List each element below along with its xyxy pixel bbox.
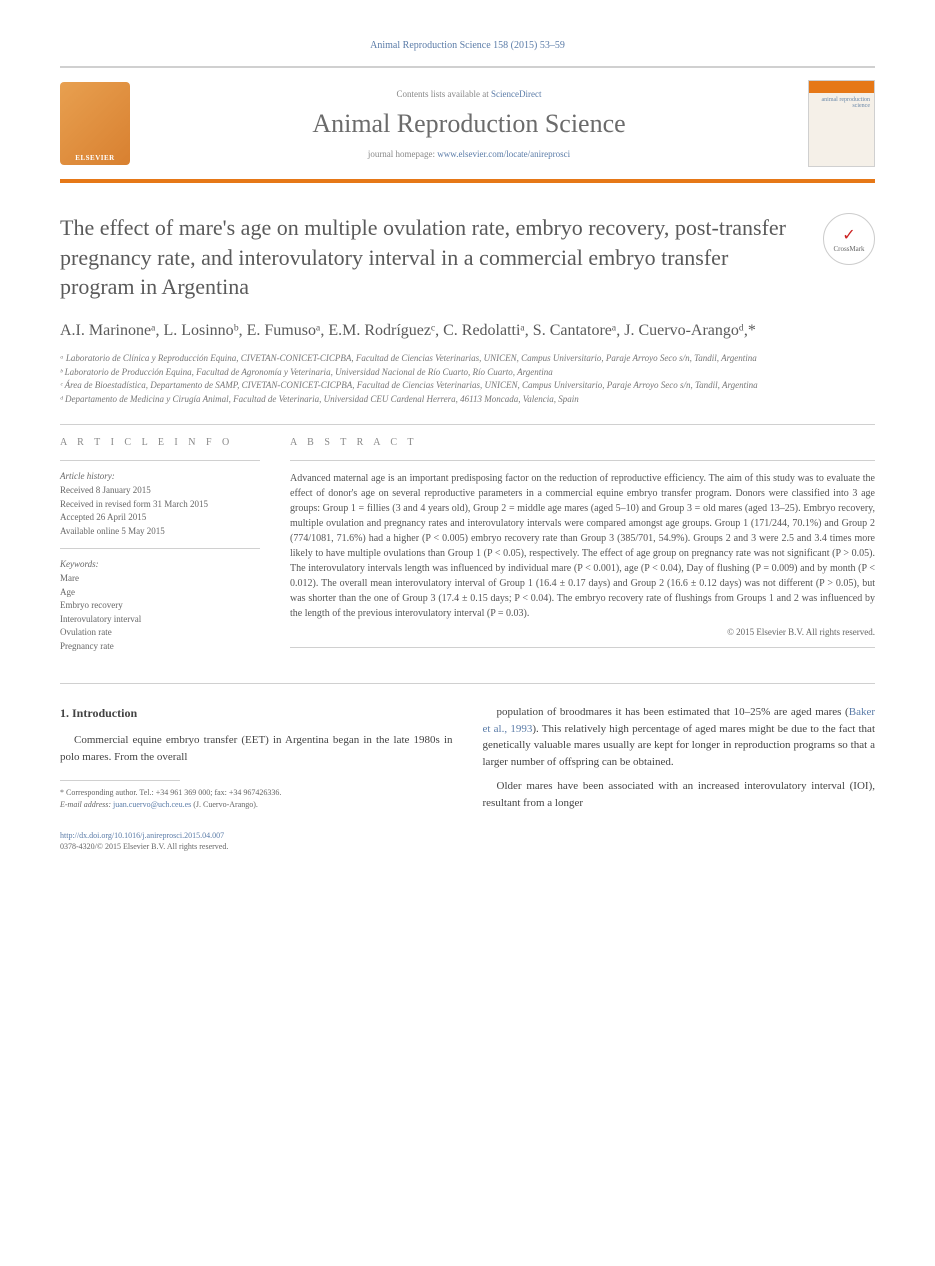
elsevier-logo[interactable]: ELSEVIER: [60, 82, 130, 165]
body-paragraph: population of broodmares it has been est…: [483, 704, 876, 770]
cover-text: animal reproduction science: [809, 97, 870, 109]
keyword-item: Ovulation rate: [60, 626, 260, 640]
crossmark-label: CrossMark: [833, 245, 864, 253]
corresponding-email-line: E-mail address: juan.cuervo@uch.ceu.es (…: [60, 799, 453, 810]
header-citation: Animal Reproduction Science 158 (2015) 5…: [60, 40, 875, 51]
article-info-header: A R T I C L E I N F O: [60, 437, 260, 448]
title-section: The effect of mare's age on multiple ovu…: [60, 213, 875, 302]
corresponding-tel: * Corresponding author. Tel.: +34 961 36…: [60, 787, 453, 798]
body-paragraph: Commercial equine embryo transfer (EET) …: [60, 732, 453, 765]
abstract-bottom-divider: [290, 647, 875, 648]
crossmark-icon: ✓: [842, 225, 855, 245]
banner-center: Contents lists available at ScienceDirec…: [130, 89, 808, 159]
doi-section: http://dx.doi.org/10.1016/j.anireprosci.…: [60, 830, 453, 852]
body-paragraph: Older mares have been associated with an…: [483, 778, 876, 811]
body-col-left: 1. Introduction Commercial equine embryo…: [60, 704, 453, 852]
article-title: The effect of mare's age on multiple ovu…: [60, 213, 823, 302]
body-col-right: population of broodmares it has been est…: [483, 704, 876, 852]
doi-link[interactable]: http://dx.doi.org/10.1016/j.anireprosci.…: [60, 830, 453, 841]
keyword-item: Mare: [60, 572, 260, 586]
affiliation-item: ᵃ Laboratorio de Clínica y Reproducción …: [60, 352, 875, 366]
divider: [60, 424, 875, 425]
homepage-label: journal homepage:: [368, 149, 437, 159]
affiliation-item: ᵇ Laboratorio de Producción Equina, Facu…: [60, 366, 875, 380]
footnote-divider: [60, 780, 180, 781]
history-item: Received 8 January 2015: [60, 484, 260, 498]
email-link[interactable]: juan.cuervo@uch.ceu.es: [113, 800, 191, 809]
sciencedirect-link[interactable]: ScienceDirect: [491, 89, 541, 99]
crossmark-badge[interactable]: ✓ CrossMark: [823, 213, 875, 265]
authors-list: A.I. Marinoneᵃ, L. Losinnoᵇ, E. Fumusoᵃ,…: [60, 320, 875, 342]
keyword-item: Pregnancy rate: [60, 640, 260, 654]
journal-homepage: journal homepage: www.elsevier.com/locat…: [145, 149, 793, 159]
abstract-header: A B S T R A C T: [290, 437, 875, 448]
email-person: (J. Cuervo-Arango).: [191, 800, 258, 809]
affiliation-item: ᵈ Departamento de Medicina y Cirugía Ani…: [60, 393, 875, 407]
section-heading: 1. Introduction: [60, 704, 453, 722]
copyright: © 2015 Elsevier B.V. All rights reserved…: [290, 627, 875, 637]
body-text: ). This relatively high percentage of ag…: [483, 723, 876, 768]
history-label: Article history:: [60, 471, 260, 481]
homepage-url[interactable]: www.elsevier.com/locate/anireprosci: [437, 149, 570, 159]
info-divider: [60, 460, 260, 461]
abstract-text: Advanced maternal age is an important pr…: [290, 471, 875, 621]
keyword-item: Embryo recovery: [60, 599, 260, 613]
history-item: Available online 5 May 2015: [60, 525, 260, 539]
contents-available: Contents lists available at ScienceDirec…: [145, 89, 793, 99]
corresponding-author: * Corresponding author. Tel.: +34 961 36…: [60, 787, 453, 809]
history-item: Accepted 26 April 2015: [60, 511, 260, 525]
body-columns: 1. Introduction Commercial equine embryo…: [60, 704, 875, 852]
journal-cover-thumbnail[interactable]: animal reproduction science: [808, 80, 875, 167]
issn-line: 0378-4320/© 2015 Elsevier B.V. All right…: [60, 841, 453, 852]
affiliation-item: ᶜ Área de Bioestadística, Departamento d…: [60, 379, 875, 393]
keywords-label: Keywords:: [60, 559, 260, 569]
abstract-divider: [290, 460, 875, 461]
info-abstract-row: A R T I C L E I N F O Article history: R…: [60, 437, 875, 658]
journal-name: Animal Reproduction Science: [145, 109, 793, 139]
contents-text: Contents lists available at: [397, 89, 491, 99]
history-item: Received in revised form 31 March 2015: [60, 498, 260, 512]
email-label: E-mail address:: [60, 800, 113, 809]
abstract-section: A B S T R A C T Advanced maternal age is…: [290, 437, 875, 658]
body-text: population of broodmares it has been est…: [497, 706, 849, 718]
keyword-item: Interovulatory interval: [60, 613, 260, 627]
article-info: A R T I C L E I N F O Article history: R…: [60, 437, 260, 658]
keyword-item: Age: [60, 586, 260, 600]
journal-banner: ELSEVIER Contents lists available at Sci…: [60, 66, 875, 183]
elsevier-label: ELSEVIER: [75, 154, 114, 162]
body-divider: [60, 683, 875, 684]
info-divider: [60, 548, 260, 549]
affiliations: ᵃ Laboratorio de Clínica y Reproducción …: [60, 352, 875, 406]
cover-accent: [809, 81, 874, 93]
